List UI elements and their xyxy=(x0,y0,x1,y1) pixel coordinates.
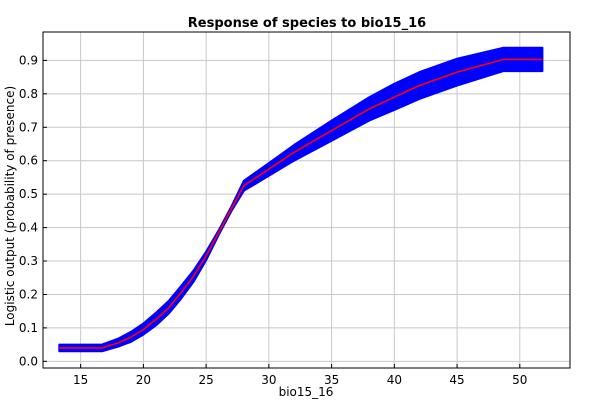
y-tick-label-9: 0.9 xyxy=(19,53,38,67)
y-tick-label-6: 0.6 xyxy=(19,154,38,168)
x-tick-label-0: 15 xyxy=(73,373,88,387)
x-tick-label-4: 35 xyxy=(324,373,339,387)
y-tick-label-2: 0.2 xyxy=(19,287,38,301)
x-axis-ticks: 15 20 25 30 35 40 45 50 xyxy=(73,364,527,387)
plot-frame xyxy=(42,31,571,369)
y-axis-ticks: 0.0 0.1 0.2 0.3 0.4 0.5 0.6 0.7 0.8 0.9 xyxy=(19,53,47,368)
confidence-band xyxy=(58,46,544,353)
series-line-0 xyxy=(59,58,543,349)
confidence-band-area xyxy=(58,46,544,353)
x-tick-label-7: 50 xyxy=(512,373,527,387)
x-tick-label-2: 25 xyxy=(198,373,213,387)
y-tick-label-0: 0.0 xyxy=(19,354,38,368)
y-tick-label-7: 0.7 xyxy=(19,120,38,134)
y-tick-label-1: 0.1 xyxy=(19,321,38,335)
x-axis-label: bio15_16 xyxy=(279,385,334,399)
y-tick-label-8: 0.8 xyxy=(19,87,38,101)
y-axis-label: Logistic output (probability of presence… xyxy=(3,86,17,326)
y-tick-label-3: 0.3 xyxy=(19,254,38,268)
y-tick-label-5: 0.5 xyxy=(19,187,38,201)
x-tick-label-6: 45 xyxy=(449,373,464,387)
response-line xyxy=(59,58,543,349)
chart-title: Response of species to bio15_16 xyxy=(188,16,426,31)
x-tick-label-1: 20 xyxy=(136,373,151,387)
x-tick-label-3: 30 xyxy=(261,373,276,387)
plot-area xyxy=(43,32,570,368)
x-tick-label-5: 40 xyxy=(387,373,402,387)
y-tick-label-4: 0.4 xyxy=(19,221,38,235)
